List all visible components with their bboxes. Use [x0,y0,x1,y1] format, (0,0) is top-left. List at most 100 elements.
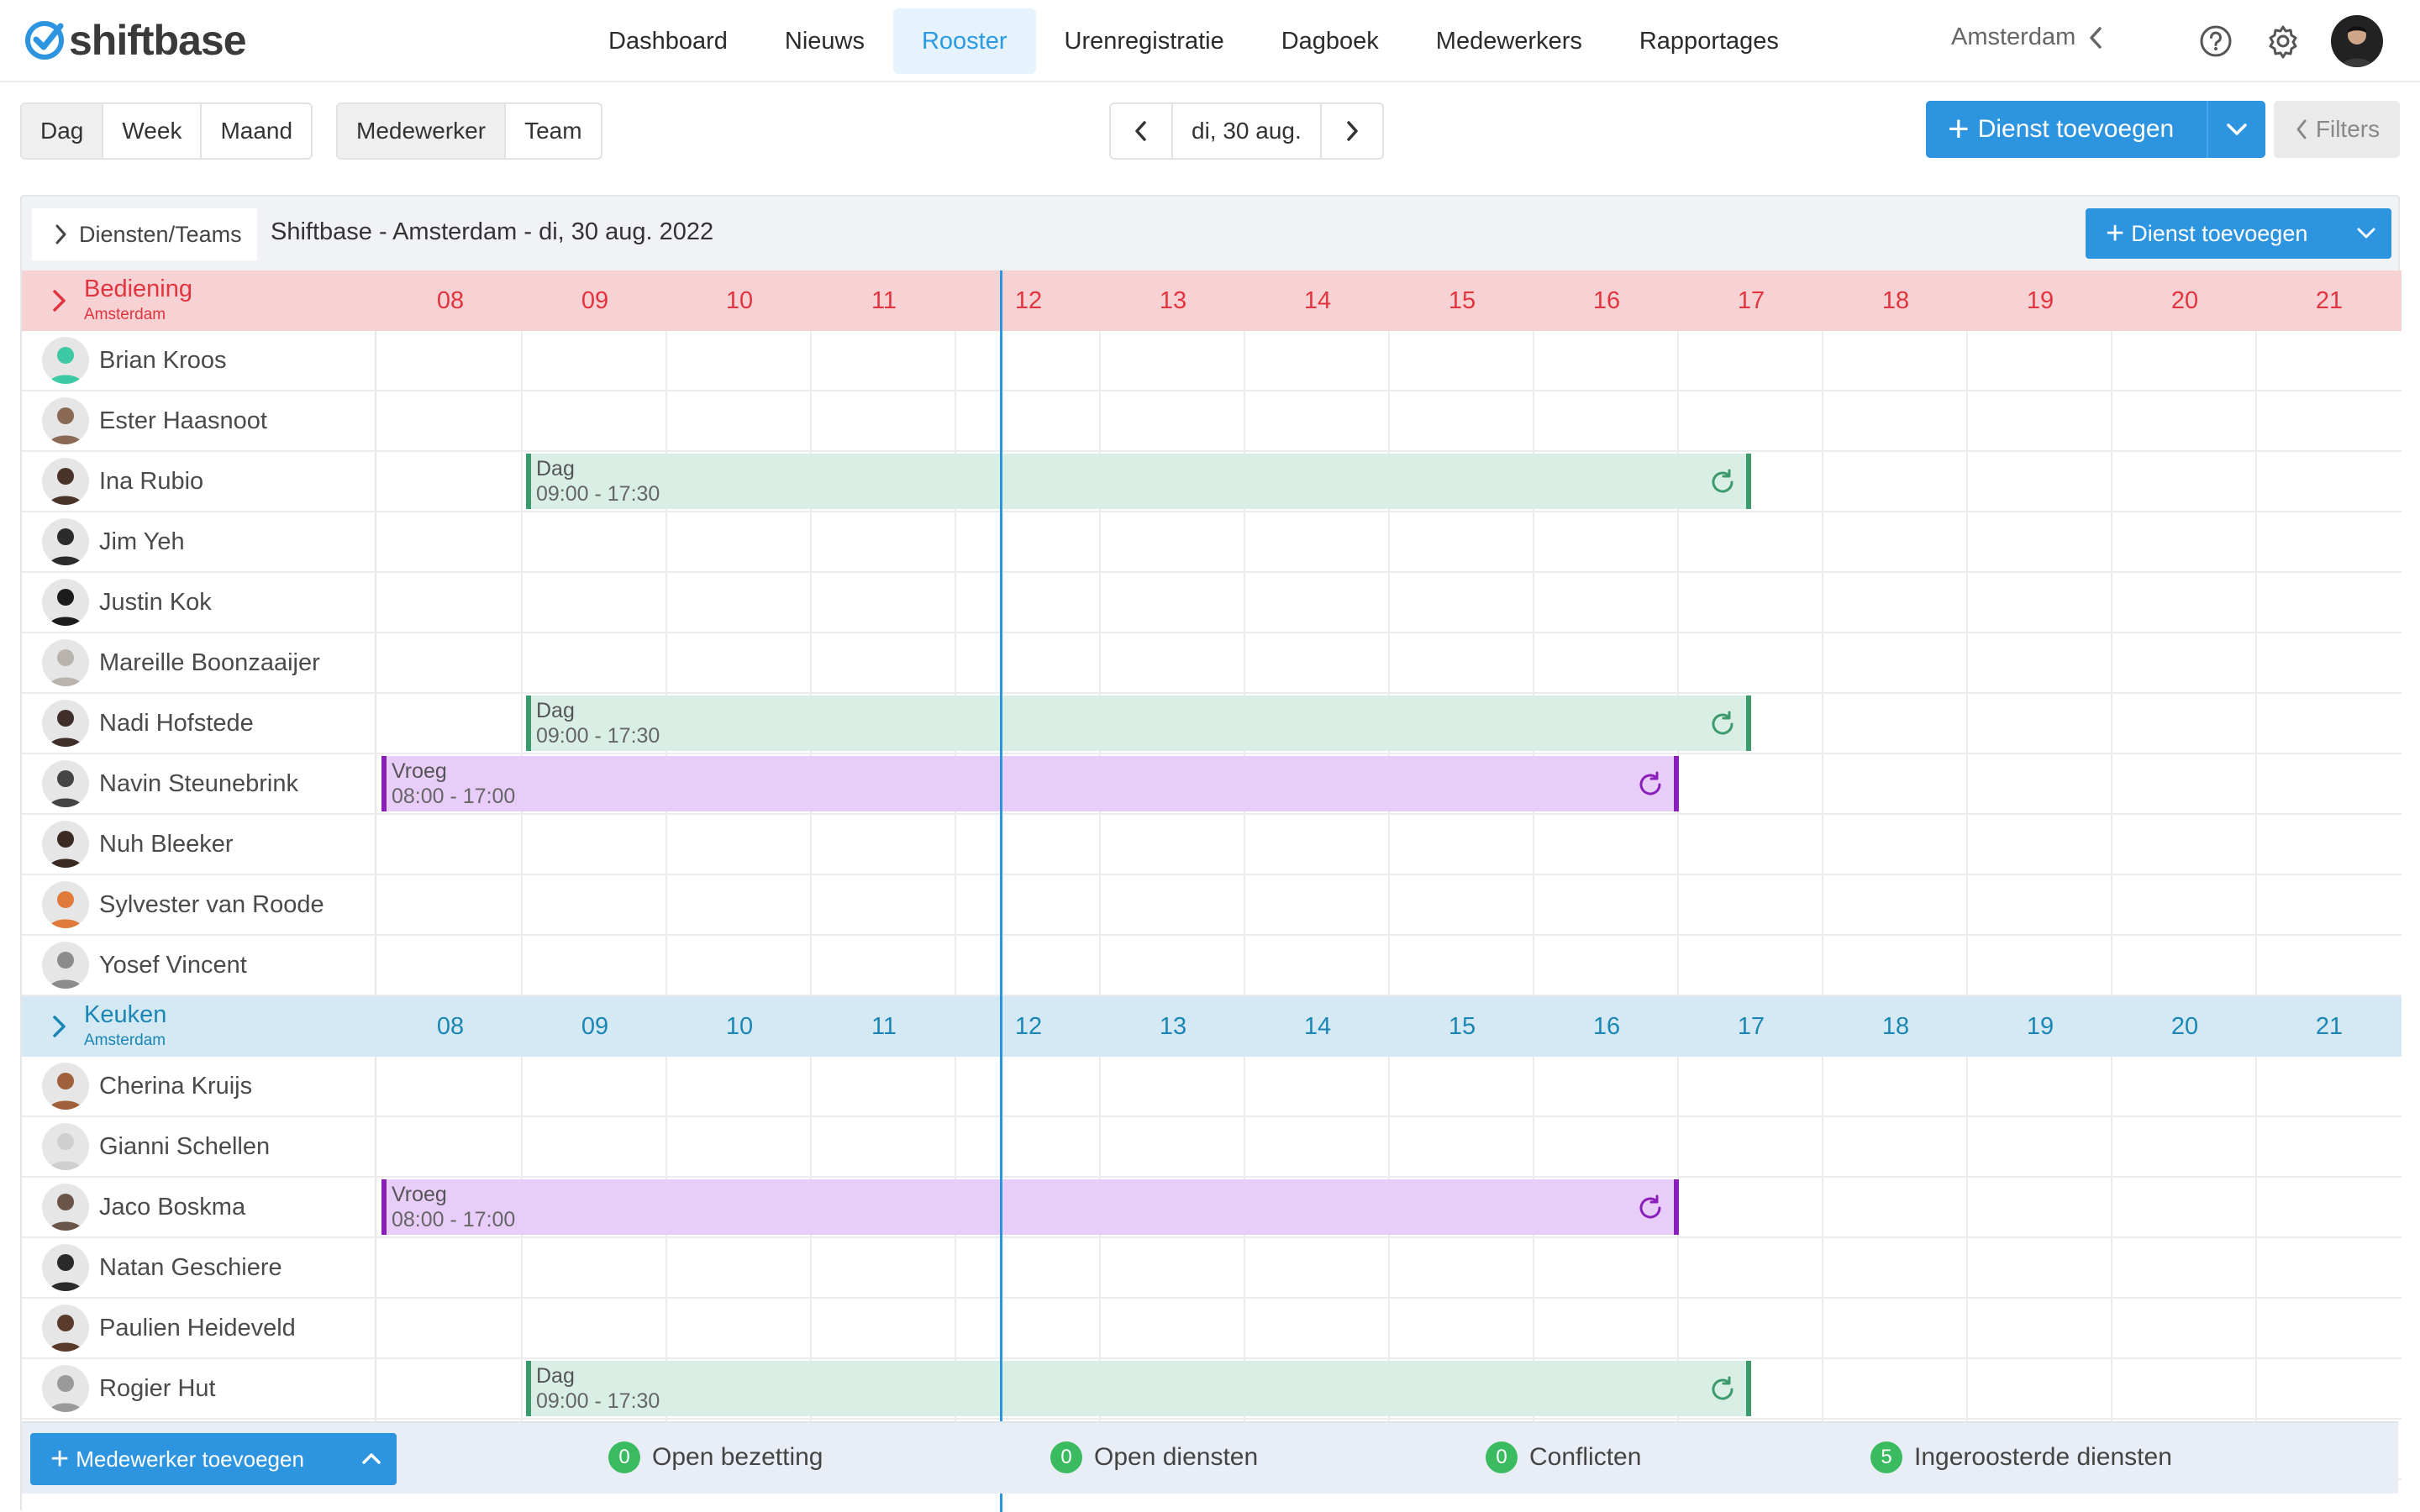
stat-open-diensten[interactable]: 0 Open diensten [1050,1441,1258,1473]
view-week-button[interactable]: Week [103,104,203,158]
hour-gridline [2111,875,2112,934]
chevron-right-icon[interactable] [45,287,72,314]
repeat-icon[interactable] [1707,1374,1738,1404]
hour-label: 12 [1014,1013,1043,1040]
team-header-keuken[interactable]: Keuken Amsterdam 08 09 10 11 12 13 14 15 16 17 18 19 2… [22,996,2402,1057]
employee-cell[interactable]: Paulien Heideveld [22,1299,376,1357]
hour-gridline [1388,391,1390,450]
team-header-bediening[interactable]: Bediening Amsterdam 08 09 10 11 12 13 14 15 16 17 18… [22,270,2402,331]
nav-rooster[interactable]: Rooster [892,8,1036,74]
hour-gridline [1533,1117,1534,1176]
hour-gridline [1244,512,1245,571]
hour-gridline [1822,1299,1823,1357]
hour-gridline [810,875,812,934]
employee-row: Sylvester van Roode [22,875,2402,936]
hour-gridline [1388,331,1390,390]
employee-row: Nuh Bleeker [22,815,2402,875]
add-shift-dropdown[interactable] [2207,101,2265,158]
employee-cell[interactable]: Navin Steunebrink [22,754,376,813]
employee-cell[interactable]: Sylvester van Roode [22,875,376,934]
avatar [42,1244,89,1291]
hour-label: 14 [1303,1013,1332,1040]
employee-cell[interactable]: Jim Yeh [22,512,376,571]
shift-block[interactable]: Dag 09:00 - 17:30 [526,1361,1751,1416]
employee-cell[interactable]: Yosef Vincent [22,936,376,995]
repeat-icon[interactable] [1707,467,1738,497]
previous-day-button[interactable] [1111,104,1173,158]
employee-cell[interactable]: Natan Geschiere [22,1238,376,1297]
hour-gridline [1388,1057,1390,1116]
group-employee-button[interactable]: Medewerker [338,104,507,158]
hour-label: 15 [1448,1013,1476,1040]
add-shift-button-secondary[interactable]: + Dienst toevoegen [2086,208,2391,259]
repeat-icon[interactable] [1635,1193,1665,1223]
shift-block[interactable]: Dag 09:00 - 17:30 [526,454,1751,509]
employee-row: Rogier Hut Dag 09:00 - 17:30 [22,1359,2402,1420]
employee-row: Jim Yeh [22,512,2402,573]
location-switcher[interactable]: Amsterdam [1951,24,2106,51]
stat-label: Open diensten [1094,1443,1259,1471]
view-day-button[interactable]: Dag [22,104,104,158]
nav-dagboek[interactable]: Dagboek [1281,28,1379,55]
hour-gridline [1533,331,1534,390]
hour-label: 11 [871,287,897,314]
current-date[interactable]: di, 30 aug. [1192,118,1302,144]
stat-open-bezetting[interactable]: 0 Open bezetting [608,1441,823,1473]
user-avatar[interactable] [2331,15,2383,67]
hour-gridline [666,573,667,632]
hour-gridline [810,1117,812,1176]
plus-icon: + [2106,216,2125,251]
employee-cell[interactable]: Mareille Boonzaaijer [22,633,376,692]
employee-cell[interactable]: Nadi Hofstede [22,694,376,753]
employee-name: Ina Rubio [99,467,204,495]
stat-label: Conflicten [1529,1443,1642,1471]
hour-gridline [666,1057,667,1116]
hour-gridline [1822,936,1823,995]
hour-gridline [2255,512,2257,571]
nav-rapportages[interactable]: Rapportages [1639,28,1779,55]
employee-cell[interactable]: Brian Kroos [22,331,376,390]
settings-icon[interactable] [2264,22,2302,60]
chevron-down-icon [2227,123,2247,135]
shift-block[interactable]: Dag 09:00 - 17:30 [526,696,1751,751]
nav-urenregistratie[interactable]: Urenregistratie [1064,28,1224,55]
stat-conflicten[interactable]: 0 Conflicten [1486,1441,1641,1473]
hour-gridline [955,391,956,450]
repeat-icon[interactable] [1635,769,1665,800]
hour-gridline [521,694,523,753]
help-icon[interactable] [2196,22,2235,60]
next-day-button[interactable] [1319,104,1382,158]
employee-cell[interactable]: Cherina Kruijs [22,1057,376,1116]
group-team-button[interactable]: Team [524,118,582,144]
add-shift-dropdown[interactable] [2341,208,2391,259]
hour-gridline [1822,1238,1823,1297]
employee-cell[interactable]: Ina Rubio [22,452,376,511]
employee-cell[interactable]: Jaco Boskma [22,1178,376,1236]
shift-block[interactable]: Vroeg 08:00 - 17:00 [381,756,1679,811]
add-employee-button[interactable]: + Medewerker toevoegen [30,1433,397,1485]
employee-cell[interactable]: Justin Kok [22,573,376,632]
teams-toggle-button[interactable]: Diensten/Teams [32,208,257,260]
nav-dashboard[interactable]: Dashboard [608,28,728,55]
employee-cell[interactable]: Nuh Bleeker [22,815,376,874]
add-shift-button[interactable]: + Dienst toevoegen [1926,101,2265,158]
employee-cell[interactable]: Rogier Hut [22,1359,376,1418]
shift-block[interactable]: Vroeg 08:00 - 17:00 [381,1179,1679,1235]
hour-gridline [1533,1299,1534,1357]
chevron-up-icon[interactable] [356,1443,387,1473]
employee-cell[interactable]: Gianni Schellen [22,1117,376,1176]
view-month-button[interactable]: Maand [220,118,293,144]
chevron-right-icon[interactable] [45,1013,72,1040]
hour-gridline [1388,512,1390,571]
filters-button[interactable]: Filters [2274,101,2400,158]
repeat-icon[interactable] [1707,709,1738,739]
employee-name: Rogier Hut [99,1374,216,1402]
nav-nieuws[interactable]: Nieuws [784,28,865,55]
logo[interactable]: shiftbase [24,17,247,64]
hour-gridline [2111,1178,2112,1236]
nav-medewerkers[interactable]: Medewerkers [1435,28,1582,55]
stat-ingeroosterde-diensten[interactable]: 5 Ingeroosterde diensten [1870,1441,2172,1473]
hour-gridline [1822,875,1823,934]
employee-cell[interactable]: Ester Haasnoot [22,391,376,450]
team-name: Bediening [84,276,192,302]
